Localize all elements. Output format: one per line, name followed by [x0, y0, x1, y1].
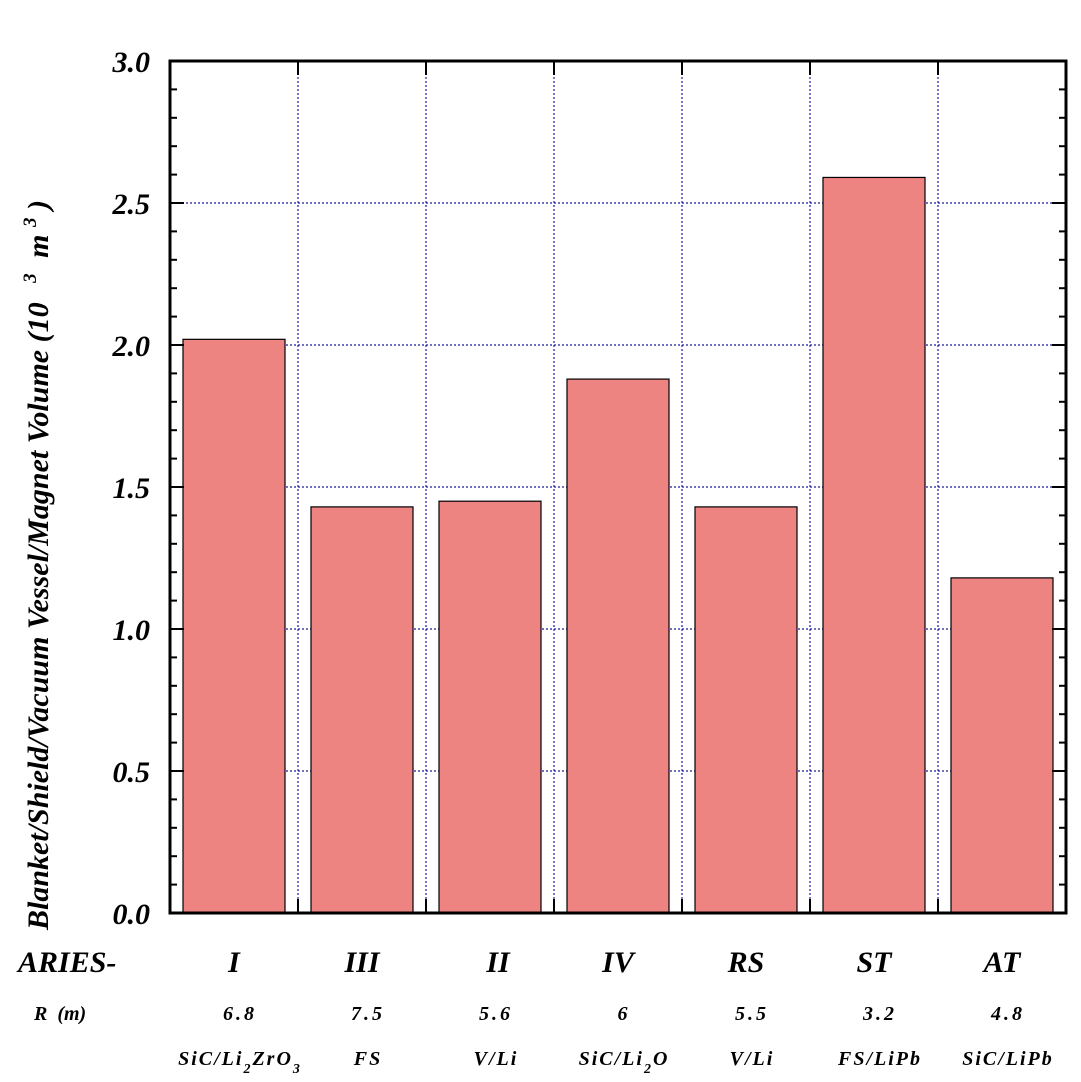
radius-label: 7.5 [351, 1003, 385, 1025]
y-axis-label-close: ) [22, 200, 55, 213]
y-tick-label: 1.0 [113, 614, 151, 647]
bar-ST [822, 176, 926, 914]
category-label-AT: AT [982, 946, 1022, 979]
bar-I [182, 338, 286, 914]
material-text: V/Li [730, 1048, 775, 1070]
material-subscript: 2 [242, 1062, 252, 1077]
material-text: V/Li [474, 1048, 519, 1070]
series-row-header: ARIES- [16, 946, 116, 979]
category-label-II: II [485, 946, 511, 979]
radius-label: 5.6 [479, 1003, 513, 1025]
y-axis-label-main: Blanket/Shield/Vacuum Vessel/Magnet Volu… [22, 302, 55, 931]
radius-label: 6 [618, 1003, 631, 1025]
y-axis-label: Blanket/Shield/Vacuum Vessel/Magnet Volu… [10, 200, 55, 931]
category-labels: I III II IV RS ST AT [227, 946, 1022, 979]
bar-IV [566, 378, 670, 914]
radius-label: 3.2 [862, 1003, 897, 1025]
material-label: V/Li [730, 1048, 775, 1070]
y-tick-label: 1.5 [113, 472, 151, 505]
material-labels: SiC/Li2ZrO3 FS V/Li SiC/Li2O V/Li FS/LiPb SiC/… [178, 1048, 1054, 1077]
y-tick-labels: 0.0 0.5 1.0 1.5 2.0 2.5 3.0 [112, 46, 151, 931]
category-label-I: I [227, 946, 241, 979]
category-label-IV: IV [601, 946, 637, 979]
y-tick-label: 3.0 [112, 46, 151, 79]
material-label: FS [353, 1048, 382, 1070]
bar-AT [950, 577, 1054, 914]
material-text: FS [353, 1048, 382, 1070]
category-label-RS: RS [727, 946, 765, 979]
radius-label: 4.8 [990, 1003, 1025, 1025]
bar-II [438, 500, 542, 914]
y-tick-label: 0.0 [113, 898, 151, 931]
material-label: SiC/Li2O [579, 1048, 670, 1077]
radius-label: 6.8 [223, 1003, 257, 1025]
bar-RS [694, 506, 798, 914]
bar-III [310, 506, 414, 914]
bars [182, 176, 1054, 914]
material-text: FS/LiPb [837, 1048, 922, 1070]
material-text: SiC/Li [178, 1048, 243, 1070]
y-tick-label: 2.5 [112, 188, 151, 221]
material-label: SiC/Li2ZrO3 [178, 1048, 302, 1077]
material-text: O [653, 1048, 669, 1070]
radius-labels: 6.8 7.5 5.6 6 5.5 3.2 4.8 [223, 1003, 1025, 1025]
category-label-III: III [343, 946, 380, 979]
material-text: ZrO [251, 1048, 292, 1070]
y-axis-label-sup: 3 [20, 273, 41, 284]
y-tick-label: 0.5 [113, 756, 151, 789]
material-text: SiC/LiPb [962, 1048, 1054, 1070]
y-axis-label-unit-sup: 3 [20, 218, 41, 229]
radius-label: 5.5 [735, 1003, 769, 1025]
material-subscript: 3 [292, 1062, 302, 1077]
material-label: FS/LiPb [837, 1048, 922, 1070]
material-label: V/Li [474, 1048, 519, 1070]
material-label: SiC/LiPb [962, 1048, 1054, 1070]
y-axis-label-unit: m [22, 235, 55, 258]
material-subscript: 2 [643, 1062, 653, 1077]
material-text: SiC/Li [579, 1048, 644, 1070]
radius-row-header: R (m) [33, 1003, 86, 1025]
category-label-ST: ST [856, 946, 893, 979]
axis-ticks [170, 60, 1066, 914]
row-headers: ARIES- R (m) [16, 946, 116, 1025]
y-tick-label: 2.0 [112, 330, 151, 363]
